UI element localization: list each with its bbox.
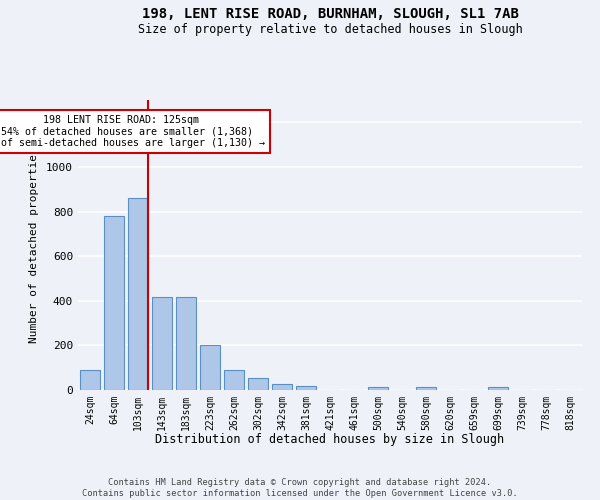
Bar [176, 298, 196, 390]
Bar [128, 198, 148, 390]
Bar [272, 384, 292, 390]
Bar [368, 388, 388, 390]
Bar [488, 388, 508, 390]
Bar [80, 370, 100, 390]
Bar [248, 378, 268, 390]
Bar [104, 216, 124, 390]
Bar [224, 370, 244, 390]
Text: Distribution of detached houses by size in Slough: Distribution of detached houses by size … [155, 432, 505, 446]
Text: Size of property relative to detached houses in Slough: Size of property relative to detached ho… [137, 24, 523, 36]
Text: 198, LENT RISE ROAD, BURNHAM, SLOUGH, SL1 7AB: 198, LENT RISE ROAD, BURNHAM, SLOUGH, SL… [142, 8, 518, 22]
Bar [152, 298, 172, 390]
Text: 198 LENT RISE ROAD: 125sqm
← 54% of detached houses are smaller (1,368)
45% of s: 198 LENT RISE ROAD: 125sqm ← 54% of deta… [0, 114, 265, 148]
Bar [200, 346, 220, 390]
Bar [416, 388, 436, 390]
Bar [296, 386, 316, 390]
Text: Contains HM Land Registry data © Crown copyright and database right 2024.
Contai: Contains HM Land Registry data © Crown c… [82, 478, 518, 498]
Y-axis label: Number of detached properties: Number of detached properties [29, 147, 39, 343]
